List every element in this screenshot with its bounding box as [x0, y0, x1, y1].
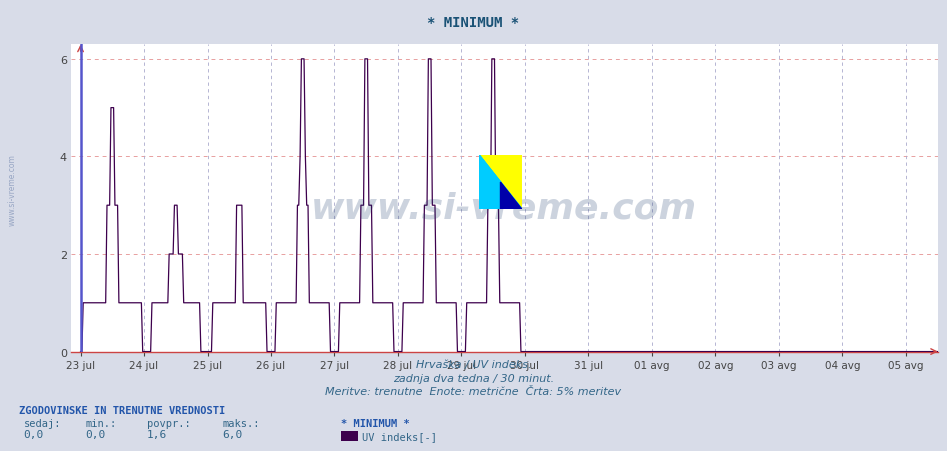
Polygon shape: [479, 156, 522, 210]
Text: 1,6: 1,6: [147, 429, 167, 439]
Text: 0,0: 0,0: [85, 429, 105, 439]
Text: www.si-vreme.com: www.si-vreme.com: [312, 191, 697, 225]
Text: 0,0: 0,0: [24, 429, 44, 439]
Text: maks.:: maks.:: [223, 418, 260, 428]
Text: Hrvaška / UV indeks.: Hrvaška / UV indeks.: [416, 359, 531, 369]
Polygon shape: [479, 156, 522, 210]
Text: 6,0: 6,0: [223, 429, 242, 439]
Text: ZGODOVINSKE IN TRENUTNE VREDNOSTI: ZGODOVINSKE IN TRENUTNE VREDNOSTI: [19, 405, 225, 414]
Text: * MINIMUM *: * MINIMUM *: [341, 418, 410, 428]
Text: UV indeks[-]: UV indeks[-]: [362, 431, 437, 441]
Polygon shape: [479, 156, 522, 210]
Text: zadnja dva tedna / 30 minut.: zadnja dva tedna / 30 minut.: [393, 373, 554, 383]
Text: * MINIMUM *: * MINIMUM *: [427, 16, 520, 30]
Polygon shape: [479, 156, 522, 210]
Text: Meritve: trenutne  Enote: metrične  Črta: 5% meritev: Meritve: trenutne Enote: metrične Črta: …: [326, 387, 621, 396]
Polygon shape: [479, 156, 501, 210]
Text: sedaj:: sedaj:: [24, 418, 62, 428]
Text: povpr.:: povpr.:: [147, 418, 190, 428]
Text: min.:: min.:: [85, 418, 116, 428]
Text: www.si-vreme.com: www.si-vreme.com: [8, 153, 17, 226]
Polygon shape: [501, 183, 522, 210]
